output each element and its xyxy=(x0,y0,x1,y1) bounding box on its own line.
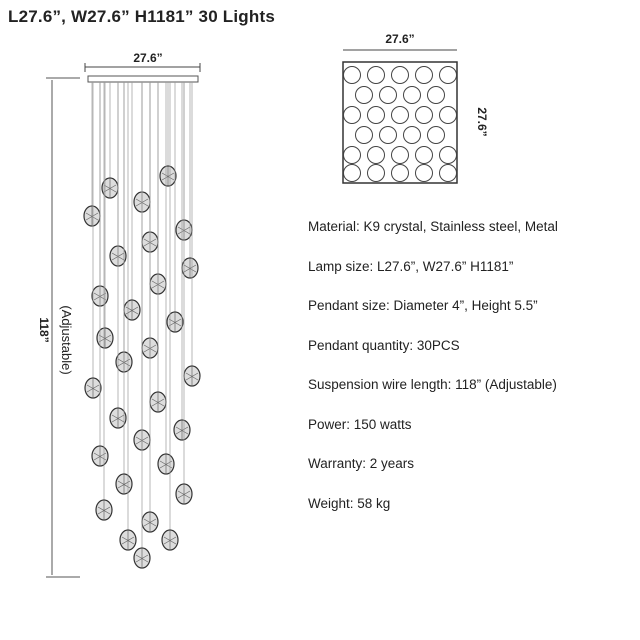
pendant-circle xyxy=(415,66,433,84)
pendant-circle xyxy=(391,146,409,164)
spec-item: Material: K9 crystal, Stainless steel, M… xyxy=(308,219,558,234)
spec-item: Pendant quantity: 30PCS xyxy=(308,337,460,353)
pendant-circle xyxy=(391,164,409,182)
pendant-circle xyxy=(391,66,409,84)
pendant-circle xyxy=(403,126,421,144)
canopy xyxy=(87,75,199,83)
pendant-circle xyxy=(391,106,409,124)
spec-item: Warranty: 2 years xyxy=(308,456,415,471)
pendant-circle xyxy=(415,164,433,182)
product-title: L27.6”, W27.6” H1181” 30 Lights xyxy=(8,7,275,26)
pendant-circle xyxy=(427,86,445,104)
spec-item: Suspension wire length: 118” (Adjustable… xyxy=(308,377,557,392)
spec-item: Pendant size: Diameter 4”, Height 5.5” xyxy=(308,298,538,313)
side-view: 27.6” 118” (Adjustable) xyxy=(37,51,201,578)
pendant-circle xyxy=(343,106,361,124)
spec-item: Power: 150 watts xyxy=(308,416,412,432)
pendant-circle xyxy=(367,106,385,124)
pendant-circle xyxy=(343,66,361,84)
spec-item: Weight: 58 kg xyxy=(308,495,391,511)
pendant-circle xyxy=(355,86,373,104)
pendant-circle xyxy=(427,126,445,144)
pendant-circle xyxy=(403,86,421,104)
pendant-circle xyxy=(379,126,397,144)
pendant-circle xyxy=(439,164,457,182)
pendant-circle xyxy=(415,146,433,164)
pendant-circle xyxy=(367,146,385,164)
pendant-circle xyxy=(379,86,397,104)
pendant-circle xyxy=(343,146,361,164)
top-depth-label: 27.6” xyxy=(475,107,489,136)
pendant-circle xyxy=(439,146,457,164)
side-height-note: (Adjustable) xyxy=(59,305,74,374)
pendants xyxy=(83,82,201,569)
top-width-label: 27.6” xyxy=(385,32,414,46)
pendant-circle xyxy=(355,126,373,144)
spec-item: Lamp size: L27.6”, W27.6” H1181” xyxy=(308,258,514,274)
side-width-label: 27.6” xyxy=(133,51,162,65)
top-view: 27.6” 27.6” xyxy=(342,32,489,184)
side-height-label: 118” xyxy=(37,317,51,342)
pendant-circle xyxy=(367,66,385,84)
pendant-circle xyxy=(367,164,385,182)
pendant-circle xyxy=(439,106,457,124)
top-view-pendants xyxy=(343,66,457,182)
pendant-circle xyxy=(439,66,457,84)
pendant-circle xyxy=(343,164,361,182)
pendant-circle xyxy=(415,106,433,124)
